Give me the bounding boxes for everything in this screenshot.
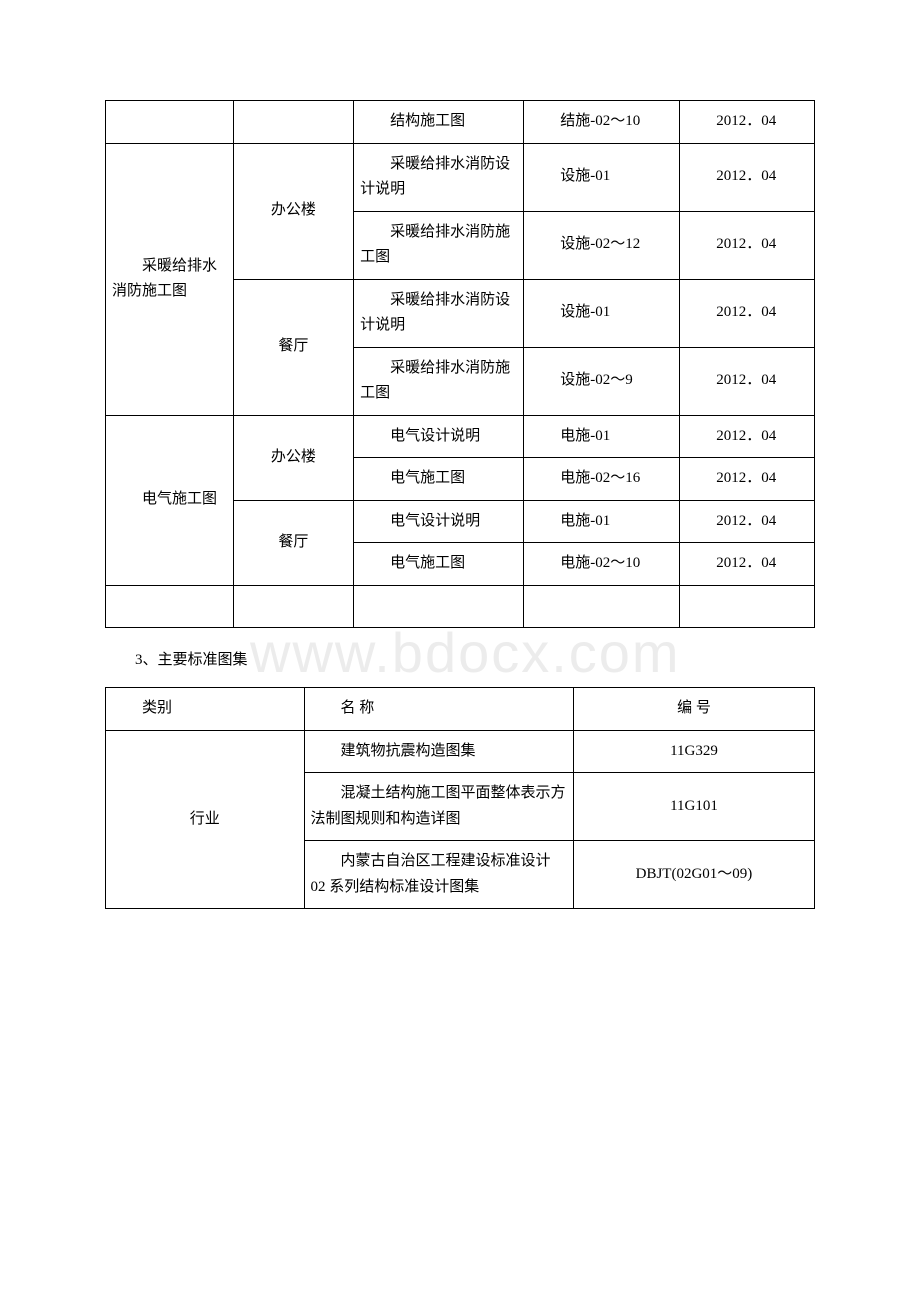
cell: 内蒙古自治区工程建设标准设计 02 系列结构标准设计图集 — [304, 841, 573, 909]
cell: 设施-02～12 — [524, 211, 680, 279]
cell: 电气设计说明 — [354, 415, 524, 458]
cell: 结构施工图 — [354, 101, 524, 144]
cell — [106, 101, 234, 144]
cell: 电施-02～10 — [524, 543, 680, 586]
cell: 办公楼 — [233, 415, 354, 500]
cell: 设施-01 — [524, 143, 680, 211]
cell — [680, 585, 815, 628]
cell: 采暖给排水消防施工图 — [354, 347, 524, 415]
cell: 采暖给排水消防施工图 — [106, 143, 234, 415]
cell: 2012．04 — [680, 458, 815, 501]
header-cell: 名 称 — [304, 688, 573, 731]
cell — [106, 585, 234, 628]
cell: 电气施工图 — [354, 458, 524, 501]
cell: 电气施工图 — [106, 415, 234, 585]
cell: 2012．04 — [680, 211, 815, 279]
cell: 2012．04 — [680, 347, 815, 415]
cell: 建筑物抗震构造图集 — [304, 730, 573, 773]
cell: 采暖给排水消防设计说明 — [354, 143, 524, 211]
construction-drawings-table: 结构施工图结施-02～102012．04采暖给排水消防施工图办公楼采暖给排水消防… — [105, 100, 815, 628]
cell: 行业 — [106, 730, 305, 909]
cell: 电气设计说明 — [354, 500, 524, 543]
cell — [233, 585, 354, 628]
cell: 电施-01 — [524, 415, 680, 458]
cell: 2012．04 — [680, 500, 815, 543]
cell: 采暖给排水消防设计说明 — [354, 279, 524, 347]
table-row — [106, 585, 815, 628]
cell: 2012．04 — [680, 143, 815, 211]
cell: DBJT(02G01～09) — [573, 841, 814, 909]
table-row: 结构施工图结施-02～102012．04 — [106, 101, 815, 144]
cell — [233, 101, 354, 144]
cell: 结施-02～10 — [524, 101, 680, 144]
cell: 设施-01 — [524, 279, 680, 347]
cell: 电施-02～16 — [524, 458, 680, 501]
cell — [354, 585, 524, 628]
cell: 11G329 — [573, 730, 814, 773]
cell: 2012．04 — [680, 101, 815, 144]
cell: 设施-02～9 — [524, 347, 680, 415]
cell: 采暖给排水消防施工图 — [354, 211, 524, 279]
cell: 2012．04 — [680, 415, 815, 458]
cell: 办公楼 — [233, 143, 354, 279]
table-row: 电气施工图办公楼电气设计说明电施-012012．04 — [106, 415, 815, 458]
header-cell: 编 号 — [573, 688, 814, 731]
cell: 11G101 — [573, 773, 814, 841]
cell: 餐厅 — [233, 500, 354, 585]
table-row: 行业建筑物抗震构造图集11G329 — [106, 730, 815, 773]
cell: 电气施工图 — [354, 543, 524, 586]
cell: 2012．04 — [680, 279, 815, 347]
cell — [524, 585, 680, 628]
section-heading: 3、主要标准图集 — [135, 648, 815, 669]
standard-atlas-table: 类别名 称编 号行业建筑物抗震构造图集11G329混凝土结构施工图平面整体表示方… — [105, 687, 815, 909]
cell: 混凝土结构施工图平面整体表示方法制图规则和构造详图 — [304, 773, 573, 841]
table-header-row: 类别名 称编 号 — [106, 688, 815, 731]
cell: 电施-01 — [524, 500, 680, 543]
header-cell: 类别 — [106, 688, 305, 731]
table-row: 采暖给排水消防施工图办公楼采暖给排水消防设计说明设施-012012．04 — [106, 143, 815, 211]
cell: 餐厅 — [233, 279, 354, 415]
cell: 2012．04 — [680, 543, 815, 586]
